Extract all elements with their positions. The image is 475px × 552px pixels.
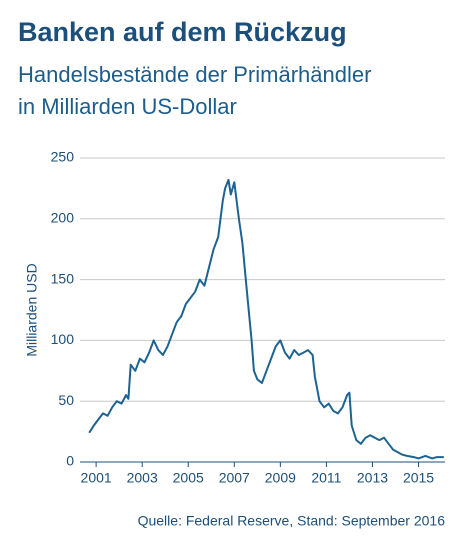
chart-title: Banken auf dem Rückzug	[18, 17, 347, 47]
chart-subtitle: Handelsbestände der Primärhändler	[18, 62, 371, 87]
data-line	[88, 178, 444, 460]
y-tick-label: 150	[51, 270, 75, 286]
y-tick-label: 50	[58, 392, 74, 408]
x-tick-label: 2013	[357, 470, 388, 486]
x-tick-label: 2005	[173, 470, 204, 486]
y-tick-label: 0	[66, 453, 74, 469]
x-tick-label: 2003	[127, 470, 158, 486]
y-tick-label: 200	[51, 210, 75, 226]
y-tick-label: 250	[51, 149, 75, 165]
x-tick-label: 2009	[265, 470, 296, 486]
source-note: Quelle: Federal Reserve, Stand: Septembe…	[138, 513, 446, 529]
y-axis-label: Milliarden USD	[24, 263, 40, 356]
y-tick-label: 100	[51, 331, 75, 347]
chart-subtitle: in Milliarden US-Dollar	[18, 94, 237, 119]
x-tick-label: 2007	[219, 470, 250, 486]
x-tick-label: 2011	[311, 470, 341, 486]
x-tick-label: 2015	[403, 470, 434, 486]
x-tick-label: 2001	[81, 470, 112, 486]
